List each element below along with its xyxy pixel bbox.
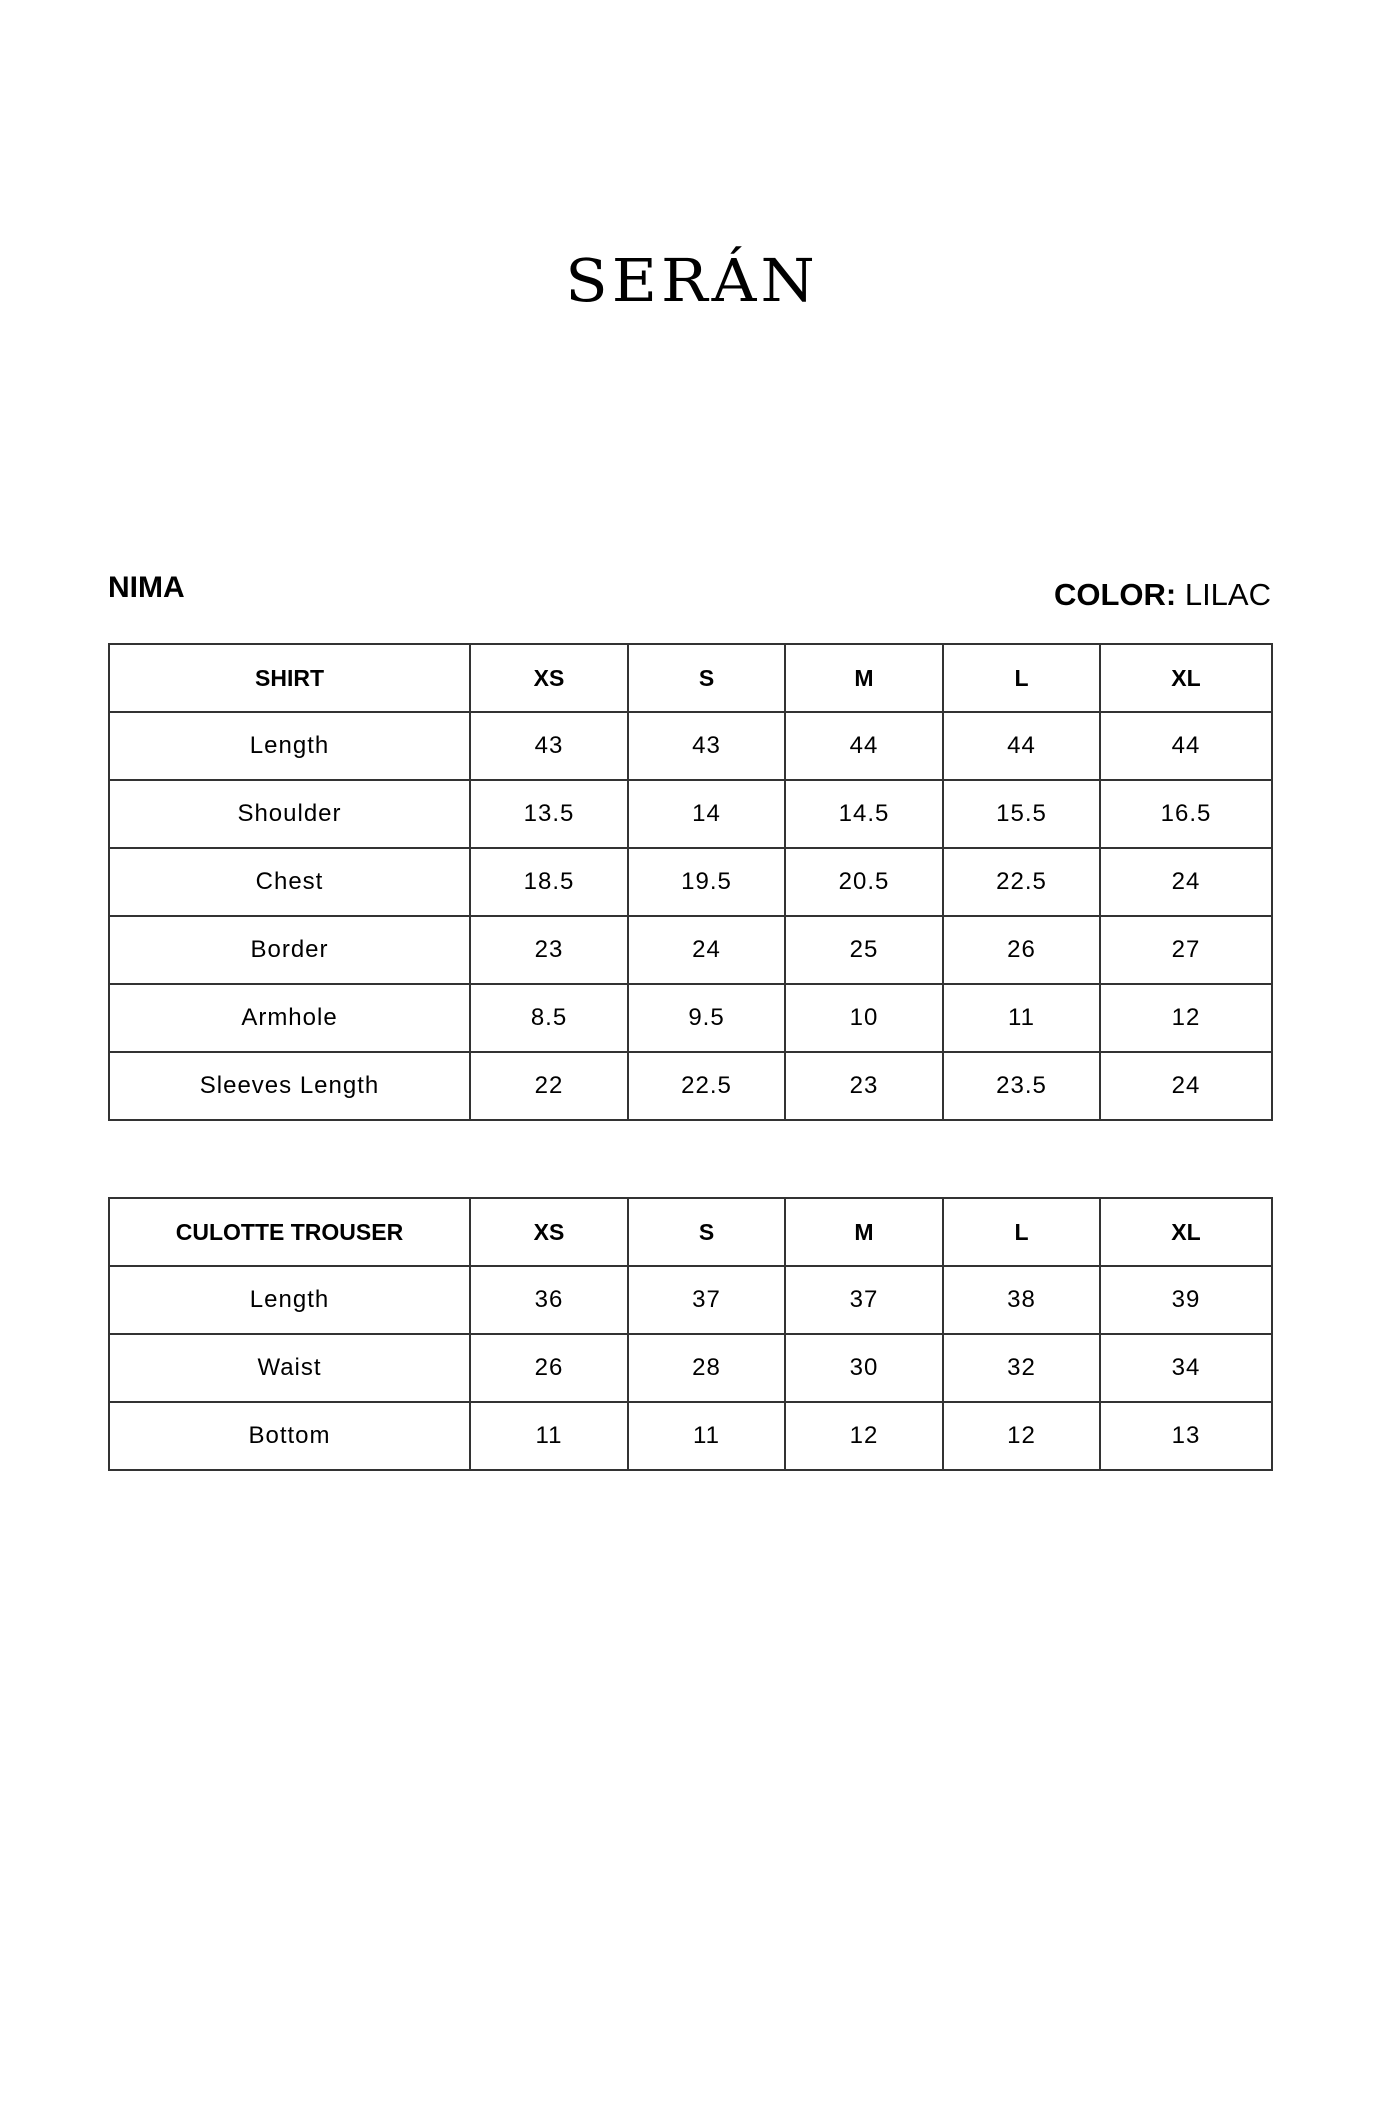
size-value: 13.5 [469, 779, 629, 849]
measurement-label: Chest [108, 847, 471, 917]
measurement-label: Length [108, 1265, 471, 1335]
size-value: 43 [627, 711, 786, 781]
measurement-label: Armhole [108, 983, 471, 1053]
measurement-label: Sleeves Length [108, 1051, 471, 1121]
size-value: 28 [627, 1333, 786, 1403]
size-value: 26 [469, 1333, 629, 1403]
size-value: 13 [1099, 1401, 1273, 1471]
measurement-label: Shoulder [108, 779, 471, 849]
size-value: 34 [1099, 1333, 1273, 1403]
size-value: 8.5 [469, 983, 629, 1053]
size-value: 32 [942, 1333, 1101, 1403]
table-row: Chest 18.5 19.5 20.5 22.5 24 [108, 847, 1273, 917]
size-value: 11 [942, 983, 1101, 1053]
size-value: 12 [942, 1401, 1101, 1471]
table-row: Shoulder 13.5 14 14.5 15.5 16.5 [108, 779, 1273, 849]
size-value: 30 [784, 1333, 944, 1403]
column-header: S [627, 643, 786, 713]
column-header: L [942, 1197, 1101, 1267]
color-value: LILAC [1184, 577, 1271, 612]
size-value: 22 [469, 1051, 629, 1121]
size-value: 39 [1099, 1265, 1273, 1335]
size-value: 43 [469, 711, 629, 781]
size-value: 20.5 [784, 847, 944, 917]
size-value: 11 [627, 1401, 786, 1471]
table-row: Border 23 24 25 26 27 [108, 915, 1273, 985]
size-value: 15.5 [942, 779, 1101, 849]
size-value: 25 [784, 915, 944, 985]
size-value: 14.5 [784, 779, 944, 849]
size-value: 23 [784, 1051, 944, 1121]
measurement-label: Border [108, 915, 471, 985]
column-header: XS [469, 1197, 629, 1267]
shirt-size-table: SHIRT XS S M L XL Length 43 43 44 44 44 Shoulder 13.5… [108, 643, 1273, 1121]
size-value: 11 [469, 1401, 629, 1471]
size-value: 27 [1099, 915, 1273, 985]
column-header: M [784, 643, 944, 713]
size-value: 12 [784, 1401, 944, 1471]
size-value: 22.5 [627, 1051, 786, 1121]
table-header-row: CULOTTE TROUSER XS S M L XL [108, 1197, 1273, 1267]
size-value: 44 [1099, 711, 1273, 781]
table-row: Sleeves Length 22 22.5 23 23.5 24 [108, 1051, 1273, 1121]
size-value: 24 [1099, 1051, 1273, 1121]
trouser-size-table: CULOTTE TROUSER XS S M L XL Length 36 37 37 38 39 Wa… [108, 1197, 1273, 1471]
size-value: 23 [469, 915, 629, 985]
size-value: 26 [942, 915, 1101, 985]
column-header: CULOTTE TROUSER [108, 1197, 471, 1267]
measurement-label: Waist [108, 1333, 471, 1403]
size-value: 16.5 [1099, 779, 1273, 849]
size-value: 9.5 [627, 983, 786, 1053]
brand-logo: SERÁN [565, 245, 819, 316]
measurement-label: Length [108, 711, 471, 781]
size-value: 22.5 [942, 847, 1101, 917]
size-value: 44 [942, 711, 1101, 781]
column-header: XL [1099, 1197, 1273, 1267]
column-header: S [627, 1197, 786, 1267]
table-row: Length 43 43 44 44 44 [108, 711, 1273, 781]
size-value: 18.5 [469, 847, 629, 917]
size-value: 14 [627, 779, 786, 849]
column-header: L [942, 643, 1101, 713]
measurement-label: Bottom [108, 1401, 471, 1471]
size-value: 24 [627, 915, 786, 985]
product-name: NIMA [108, 571, 185, 604]
table-row: Length 36 37 37 38 39 [108, 1265, 1273, 1335]
size-value: 12 [1099, 983, 1273, 1053]
column-header: SHIRT [108, 643, 471, 713]
size-value: 19.5 [627, 847, 786, 917]
size-value: 44 [784, 711, 944, 781]
size-value: 24 [1099, 847, 1273, 917]
size-value: 37 [627, 1265, 786, 1335]
product-color: COLOR: LILAC [1054, 577, 1271, 613]
color-label: COLOR: [1053, 577, 1177, 612]
column-header: XL [1099, 643, 1273, 713]
size-value: 36 [469, 1265, 629, 1335]
size-value: 37 [784, 1265, 944, 1335]
size-value: 38 [942, 1265, 1101, 1335]
size-value: 23.5 [942, 1051, 1101, 1121]
size-value: 10 [784, 983, 944, 1053]
table-row: Armhole 8.5 9.5 10 11 12 [108, 983, 1273, 1053]
column-header: XS [469, 643, 629, 713]
table-row: Waist 26 28 30 32 34 [108, 1333, 1273, 1403]
table-row: Bottom 11 11 12 12 13 [108, 1401, 1273, 1471]
table-header-row: SHIRT XS S M L XL [108, 643, 1273, 713]
column-header: M [784, 1197, 944, 1267]
